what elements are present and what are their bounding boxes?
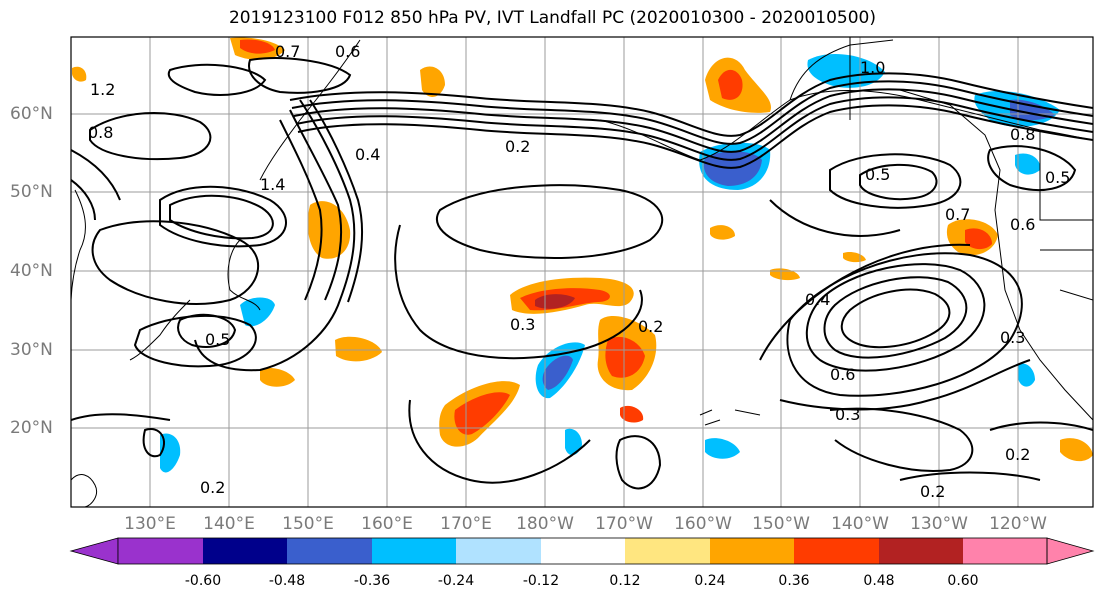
lon-label: 120°W xyxy=(989,514,1047,534)
gridlines xyxy=(71,37,1093,507)
contour-label: 1.2 xyxy=(90,80,115,99)
contour-label: 0.5 xyxy=(865,165,890,184)
colorbar-high-extension xyxy=(1046,537,1095,565)
lon-label: 140°E xyxy=(203,514,255,534)
contour-label: 0.2 xyxy=(638,317,663,336)
lon-label: 130°E xyxy=(124,514,176,534)
lon-label: 150°W xyxy=(752,514,810,534)
colorbar-tick-label: -0.12 xyxy=(522,573,560,589)
coastlines xyxy=(71,37,1093,507)
colorbar-tick-label: -0.60 xyxy=(184,573,222,589)
contour-label: 0.6 xyxy=(830,365,855,384)
contour-label: 0.8 xyxy=(1010,125,1035,144)
contour-label: 0.7 xyxy=(275,42,300,61)
contour-label: 0.3 xyxy=(835,405,860,424)
lon-label: 150°E xyxy=(282,514,334,534)
lon-label: 160°E xyxy=(361,514,413,534)
contour-label-group: 0.2 0.2 0.2 0.2 0.2 0.3 0.3 0.3 0.4 0.4 … xyxy=(88,42,1070,501)
lon-label: 140°W xyxy=(831,514,889,534)
contour-label: 0.2 xyxy=(200,478,225,497)
contour-label: 1.0 xyxy=(860,58,885,77)
contour-label: 0.4 xyxy=(805,290,830,309)
contour-label: 0.4 xyxy=(355,145,380,164)
contour-label: 0.3 xyxy=(1000,328,1025,347)
lat-label: 50°N xyxy=(10,182,53,202)
pv-contours xyxy=(71,57,1093,490)
contour-label: 0.2 xyxy=(505,137,530,156)
lat-label: 20°N xyxy=(10,418,53,438)
colorbar-tick-label: 0.48 xyxy=(863,573,895,589)
lon-label: 130°W xyxy=(910,514,968,534)
colorbar-tick-label: -0.36 xyxy=(353,573,391,589)
map-frame xyxy=(70,36,1094,508)
colorbar-tick-label: 0.36 xyxy=(778,573,810,589)
lat-label: 30°N xyxy=(10,340,53,360)
contour-label: 0.5 xyxy=(205,330,230,349)
colorbar xyxy=(69,537,1095,565)
colorbar-tick-label: -0.48 xyxy=(268,573,306,589)
colorbar-tick-label: 0.60 xyxy=(947,573,979,589)
lon-label: 170°W xyxy=(595,514,653,534)
colorbar-tick-label: 0.12 xyxy=(609,573,641,589)
lon-label: 180°W xyxy=(516,514,574,534)
contour-label: 1.4 xyxy=(260,175,285,194)
contour-label: 0.3 xyxy=(510,315,535,334)
colorbar-tick-label: 0.24 xyxy=(694,573,726,589)
contour-label: 0.2 xyxy=(1005,445,1030,464)
map-title: 2019123100 F012 850 hPa PV, IVT Landfall… xyxy=(228,8,876,28)
contour-label: 0.6 xyxy=(1010,215,1035,234)
contour-label: 0.6 xyxy=(335,42,360,61)
contour-label: 0.7 xyxy=(945,205,970,224)
lat-label: 40°N xyxy=(10,261,53,281)
contour-label: 0.5 xyxy=(1045,168,1070,187)
colorbar-tick-label: -0.24 xyxy=(437,573,475,589)
lat-label: 60°N xyxy=(10,104,53,124)
lon-label: 170°E xyxy=(440,514,492,534)
contour-label: 0.2 xyxy=(920,482,945,501)
contour-label: 0.8 xyxy=(88,123,113,142)
lon-label: 160°W xyxy=(674,514,732,534)
colorbar-low-extension xyxy=(69,537,119,565)
